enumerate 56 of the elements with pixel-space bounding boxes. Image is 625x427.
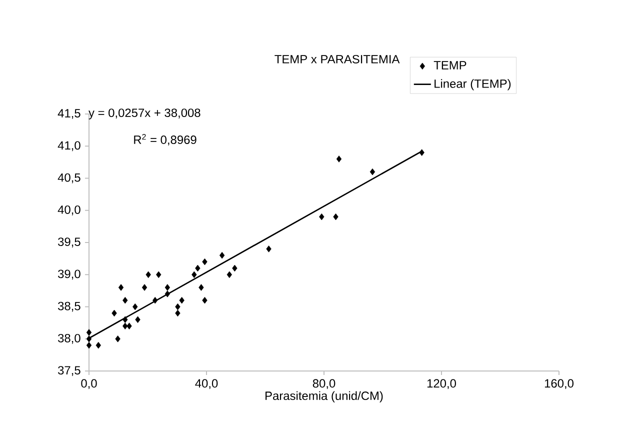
y-tick-label: 38,5: [58, 302, 80, 312]
y-tick-label: 40,0: [58, 205, 80, 216]
legend-label: Linear (TEMP): [434, 79, 511, 90]
point: [146, 271, 151, 278]
point: [122, 296, 128, 304]
point: [370, 168, 376, 176]
point: [142, 284, 148, 291]
legend-label: TEMP: [434, 61, 466, 70]
point: [266, 246, 272, 252]
y-tick-label: 37,5: [58, 366, 80, 376]
point: [152, 296, 158, 304]
point: [175, 310, 180, 317]
y-tick-label: 41,5: [58, 109, 80, 119]
point: [122, 316, 128, 323]
y-tick-label: 39,5: [58, 238, 80, 248]
point: [164, 284, 170, 291]
point: [226, 271, 232, 278]
point: [164, 290, 170, 298]
point: [126, 322, 132, 330]
point: [419, 149, 424, 156]
point: [192, 271, 197, 278]
point: [122, 322, 128, 330]
x-tick-label: 40,0: [195, 379, 218, 390]
point: [86, 342, 92, 349]
point: [118, 284, 124, 291]
point: [202, 296, 208, 304]
x-tick-label: 80,0: [312, 379, 336, 390]
point: [195, 264, 200, 272]
chart-title: TEMP x PARASITEMIA: [274, 54, 400, 64]
point: [135, 316, 140, 323]
x-tick-label: 0,0: [81, 379, 97, 390]
point: [319, 213, 324, 220]
point: [112, 310, 117, 317]
point: [86, 329, 92, 336]
point: [232, 264, 238, 272]
x-tick-label: 160,0: [544, 379, 574, 390]
y-tick-label: 41,0: [58, 141, 80, 152]
y-tick-label: 39,0: [58, 270, 80, 280]
point: [179, 296, 184, 304]
annotation: y = 0,0257x + 38,008: [88, 108, 200, 120]
point: [132, 303, 138, 310]
point: [198, 284, 204, 291]
point: [202, 258, 208, 266]
point: [175, 303, 180, 310]
point: [86, 335, 92, 342]
y-tick-label: 38,0: [58, 334, 80, 344]
point: [96, 342, 101, 349]
x-tick-label: 120,0: [427, 379, 456, 390]
point: [156, 271, 162, 278]
x-axis-title: Parasitemia (unid/CM): [266, 391, 383, 402]
point: [333, 213, 338, 220]
point: [115, 335, 120, 342]
point: [219, 252, 225, 259]
point: [336, 156, 342, 162]
annotation: R$^{2}$ = 0,8969: [134, 134, 196, 146]
y-tick-label: 40,5: [58, 173, 80, 184]
